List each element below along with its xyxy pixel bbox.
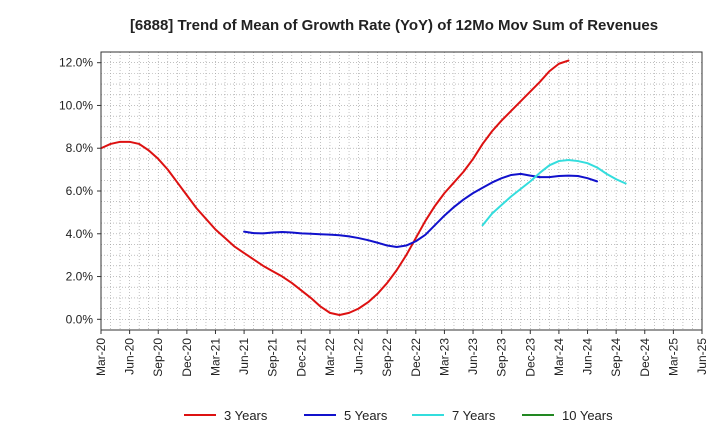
- plot-border: [100, 51, 703, 331]
- y-tick-label: 0.0%: [66, 312, 94, 326]
- legend-item: 5 Years: [304, 408, 388, 423]
- x-tick-label: Dec-24: [638, 338, 652, 377]
- grid: [100, 51, 703, 330]
- x-tick-label: Mar-25: [666, 338, 680, 376]
- legend-item: 10 Years: [522, 408, 613, 423]
- series-line-5-years: [243, 172, 599, 249]
- x-tick-label: Dec-22: [409, 338, 423, 377]
- x-tick-label: Mar-24: [552, 338, 566, 376]
- x-tick-label: Sep-22: [380, 338, 394, 377]
- x-tick-label: Mar-23: [437, 338, 451, 376]
- legend-label: 10 Years: [562, 408, 613, 423]
- y-tick-label: 8.0%: [66, 141, 94, 155]
- x-tick-label: Sep-24: [609, 338, 623, 377]
- legend: 3 Years 5 Years 7 Years 10 Years: [184, 408, 613, 423]
- x-tick-label: Jun-22: [352, 338, 366, 375]
- x-tick-label: Jun-23: [466, 338, 480, 375]
- x-tick-label: Dec-21: [294, 338, 308, 377]
- legend-label: 7 Years: [452, 408, 496, 423]
- series-line-7-years: [481, 158, 627, 227]
- legend-label: 3 Years: [224, 408, 268, 423]
- x-tick-label: Mar-20: [94, 338, 108, 376]
- series-lines: [100, 59, 627, 317]
- y-tick-label: 6.0%: [66, 184, 94, 198]
- x-tick-label: Dec-23: [523, 338, 537, 377]
- series-line-3-years: [100, 59, 570, 317]
- x-axis: Mar-20 Jun-20 Sep-20 Dec-20 Mar-21 Jun-21 Sep-…: [94, 330, 709, 377]
- x-tick-label: Jun-24: [581, 338, 595, 375]
- x-tick-label: Jun-25: [695, 338, 709, 375]
- x-tick-label: Dec-20: [180, 338, 194, 377]
- x-tick-label: Jun-20: [123, 338, 137, 375]
- x-tick-label: Sep-23: [495, 338, 509, 377]
- legend-item: 7 Years: [412, 408, 496, 423]
- y-axis: 0.0% 2.0% 4.0% 6.0% 8.0% 10.0% 12.0%: [59, 56, 101, 326]
- x-tick-label: Mar-21: [208, 338, 222, 376]
- x-tick-label: Sep-20: [151, 338, 165, 377]
- y-tick-label: 2.0%: [66, 270, 94, 284]
- y-tick-label: 10.0%: [59, 98, 93, 112]
- y-tick-label: 4.0%: [66, 227, 94, 241]
- x-tick-label: Jun-21: [237, 338, 251, 375]
- x-tick-label: Mar-22: [323, 338, 337, 376]
- legend-item: 3 Years: [184, 408, 268, 423]
- x-tick-label: Sep-21: [266, 338, 280, 377]
- y-tick-label: 12.0%: [59, 56, 93, 70]
- legend-label: 5 Years: [344, 408, 388, 423]
- chart-title: [6888] Trend of Mean of Growth Rate (YoY…: [130, 17, 658, 34]
